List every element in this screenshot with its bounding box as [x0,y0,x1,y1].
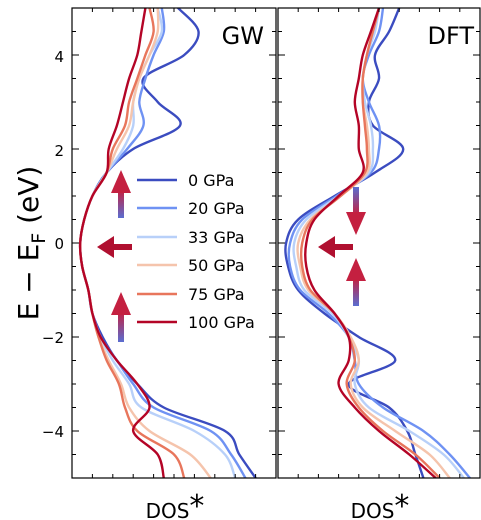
y-axis-label-main: E − E [12,244,45,321]
dft-series-line-3 [296,8,451,478]
legend-label-2: 33 GPa [188,228,245,247]
dft-arrow-left [318,236,353,258]
dft-x-axis-label-main: DOS [351,499,395,520]
gw-panel: GW 0 GPa 20 GPa 33 GPa 50 GPa 75 GPa [71,7,277,479]
gw-x-axis-label: DOS* [146,489,205,520]
dft-x-axis-label-star: * [394,489,409,520]
gw-arrow-left [97,236,132,258]
y-tick-labels: 4 2 0 −2 −4 [42,48,64,441]
dft-series-line-5 [304,8,437,478]
legend-label-5: 100 GPa [188,313,255,332]
dft-arrow-down-upper [346,187,366,235]
gw-arrow-up-upper [111,170,131,218]
gw-series-line-5 [78,8,165,478]
dft-curves [284,8,472,478]
y-tick-label: 4 [54,48,64,66]
y-axis-label-subscript: F [28,233,50,244]
gw-panel-title: GW [222,22,264,50]
gw-x-axis-label-star: * [189,489,204,520]
gw-x-axis-label-main: DOS [146,499,190,520]
dft-panel-frame [277,7,481,479]
dft-series-line-4 [299,8,441,478]
legend-label-0: 0 GPa [188,171,234,190]
legend-label-4: 75 GPa [188,285,245,304]
y-tick-label: 2 [54,142,64,160]
y-axis-label-unit: (eV) [12,166,45,233]
dft-arrow-up-lower [346,258,366,306]
y-axis-label: E − EF (eV) [12,166,50,321]
dft-panel: DFT [277,7,481,479]
legend-label-1: 20 GPa [188,199,245,218]
legend: 0 GPa 20 GPa 33 GPa 50 GPa 75 GPa 100 GP… [137,171,255,332]
y-tick-label: 0 [54,235,64,253]
gw-panel-frame [71,7,277,479]
gw-series-line-4 [78,8,186,478]
gw-arrow-up-lower [111,292,131,342]
legend-label-3: 50 GPa [188,256,245,275]
gw-curves [78,8,257,478]
dft-panel-title: DFT [427,22,474,50]
gw-ticks [71,7,277,479]
dft-x-axis-label: DOS* [351,489,410,520]
y-tick-label: −2 [42,329,64,347]
dft-series-line-0 [284,8,425,478]
y-tick-label: −4 [42,423,64,441]
